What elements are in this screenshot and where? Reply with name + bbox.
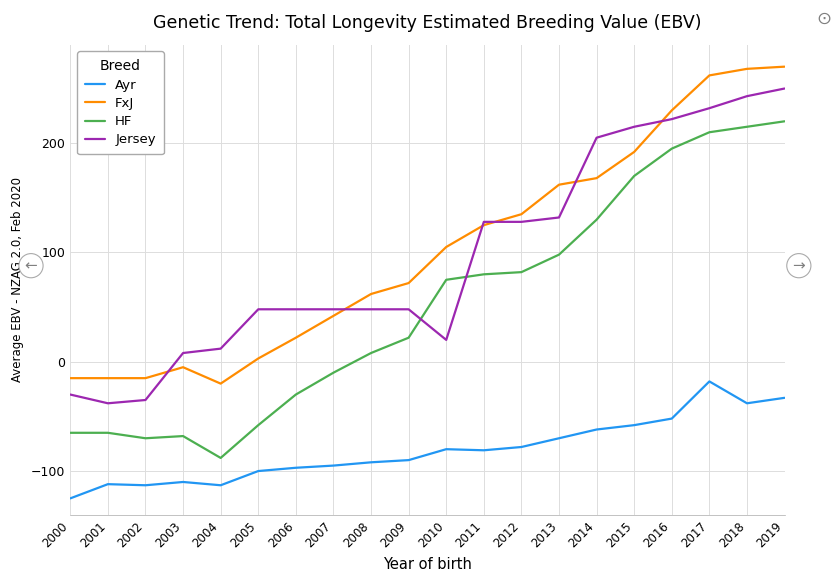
FxJ: [328, 312, 338, 319]
Ayr: [253, 468, 263, 475]
Ayr: [441, 445, 451, 452]
FxJ: [705, 72, 715, 79]
Jersey: [366, 306, 376, 313]
HF: [178, 433, 188, 440]
FxJ: [479, 222, 489, 229]
Jersey: [591, 134, 602, 141]
Ayr: [103, 480, 113, 487]
FxJ: [441, 244, 451, 251]
FxJ: [65, 375, 76, 382]
FxJ: [366, 290, 376, 297]
Jersey: [479, 219, 489, 226]
HF: [479, 271, 489, 278]
Jersey: [441, 336, 451, 343]
HF: [216, 454, 226, 461]
Jersey: [516, 219, 526, 226]
HF: [554, 251, 564, 258]
Title: Genetic Trend: Total Longevity Estimated Breeding Value (EBV): Genetic Trend: Total Longevity Estimated…: [154, 14, 701, 32]
Text: →: →: [793, 258, 805, 273]
Text: ⊙: ⊙: [816, 10, 831, 28]
Ayr: [404, 456, 414, 463]
HF: [140, 435, 150, 442]
HF: [366, 350, 376, 357]
FxJ: [178, 364, 188, 371]
Jersey: [253, 306, 263, 313]
HF: [328, 369, 338, 376]
FxJ: [216, 380, 226, 387]
Jersey: [65, 391, 76, 398]
HF: [404, 334, 414, 341]
Jersey: [705, 105, 715, 112]
HF: [742, 123, 752, 130]
Ayr: [779, 394, 789, 401]
HF: [591, 216, 602, 223]
HF: [705, 129, 715, 136]
Line: FxJ: FxJ: [70, 66, 784, 384]
Text: ←: ←: [24, 258, 38, 273]
HF: [253, 422, 263, 429]
Jersey: [291, 306, 301, 313]
Ayr: [65, 495, 76, 502]
HF: [516, 269, 526, 276]
FxJ: [779, 63, 789, 70]
FxJ: [629, 149, 639, 156]
HF: [65, 429, 76, 436]
HF: [629, 173, 639, 180]
X-axis label: Year of birth: Year of birth: [383, 557, 472, 572]
Jersey: [140, 396, 150, 403]
Jersey: [779, 85, 789, 92]
Jersey: [216, 345, 226, 352]
FxJ: [742, 65, 752, 72]
Jersey: [629, 123, 639, 130]
Ayr: [629, 422, 639, 429]
HF: [667, 145, 677, 152]
Jersey: [404, 306, 414, 313]
Ayr: [705, 378, 715, 385]
FxJ: [404, 280, 414, 287]
HF: [441, 276, 451, 283]
Jersey: [178, 350, 188, 357]
Ayr: [742, 400, 752, 407]
Line: HF: HF: [70, 121, 784, 458]
Legend: Ayr, FxJ, HF, Jersey: Ayr, FxJ, HF, Jersey: [77, 51, 164, 154]
HF: [103, 429, 113, 436]
Y-axis label: Average EBV - NZAG 2.0, Feb 2020: Average EBV - NZAG 2.0, Feb 2020: [11, 177, 24, 382]
FxJ: [140, 375, 150, 382]
HF: [779, 118, 789, 125]
Ayr: [366, 459, 376, 466]
FxJ: [554, 181, 564, 188]
Ayr: [216, 482, 226, 489]
FxJ: [516, 210, 526, 217]
Ayr: [591, 426, 602, 433]
FxJ: [591, 175, 602, 182]
FxJ: [667, 107, 677, 114]
Jersey: [667, 115, 677, 122]
Jersey: [554, 214, 564, 221]
Jersey: [742, 93, 752, 100]
Ayr: [667, 415, 677, 422]
Jersey: [103, 400, 113, 407]
Ayr: [140, 482, 150, 489]
FxJ: [103, 375, 113, 382]
Ayr: [516, 444, 526, 451]
Ayr: [554, 435, 564, 442]
Line: Ayr: Ayr: [70, 381, 784, 498]
HF: [291, 391, 301, 398]
Ayr: [178, 479, 188, 486]
Jersey: [328, 306, 338, 313]
FxJ: [253, 355, 263, 362]
Ayr: [328, 462, 338, 469]
Line: Jersey: Jersey: [70, 89, 784, 403]
Ayr: [291, 464, 301, 471]
Ayr: [479, 447, 489, 454]
FxJ: [291, 334, 301, 341]
